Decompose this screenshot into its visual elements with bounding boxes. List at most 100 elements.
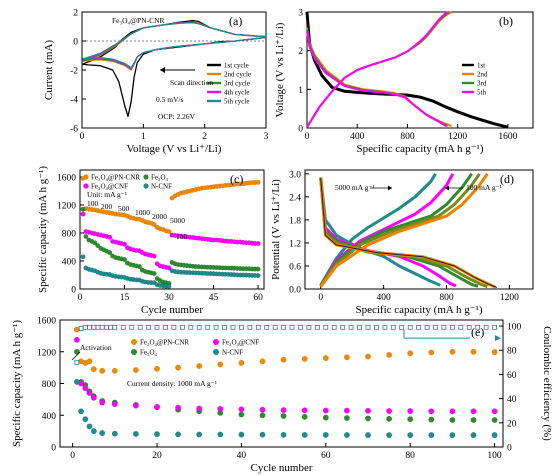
x-tick-label: 30	[164, 293, 174, 303]
y-tick-label: 0	[73, 38, 78, 48]
cycle-point	[322, 414, 329, 421]
cycle-point	[73, 378, 80, 385]
y-tick-label: 3	[298, 9, 303, 19]
cycle-point	[238, 359, 245, 366]
panel-label: (d)	[500, 172, 514, 186]
scan-arrow-head	[160, 67, 165, 73]
cycle-point	[175, 431, 182, 438]
y2-tick-label: 60	[507, 371, 517, 381]
efficiency-point	[112, 324, 118, 330]
cycle-point	[301, 413, 308, 420]
y-tick-label: 1	[298, 86, 303, 96]
rate-point	[95, 243, 101, 249]
efficiency-point	[171, 324, 177, 330]
legend-label: 3rd cycle	[224, 80, 250, 88]
rate-voltage-curve	[319, 172, 473, 287]
legend-label: 5th cycle	[224, 98, 249, 106]
cycle-point	[86, 390, 93, 396]
cycle-point	[280, 407, 287, 414]
cycle-point	[217, 405, 224, 412]
activation-label: Activation	[80, 343, 112, 352]
x-tick-label: 2	[202, 132, 207, 142]
efficiency-point	[163, 324, 168, 330]
x-tick-label: 40	[237, 451, 247, 461]
cycle-point	[175, 404, 182, 411]
cycle-point	[491, 349, 498, 356]
scan-direction-label: Scan direction	[170, 78, 213, 87]
efficiency-point	[222, 324, 227, 330]
cycle-point	[82, 385, 89, 392]
cycle-point	[196, 431, 203, 438]
y-axis-label: Current (mA)	[43, 40, 55, 101]
efficiency-point	[475, 324, 481, 330]
y-axis-label: Voltage (V vs Li⁺/Li)	[274, 22, 286, 117]
high-rate-label: 5000 mA g⁻¹	[335, 183, 375, 192]
x-tick-label: 1200	[448, 132, 467, 142]
legend-marker	[143, 183, 149, 189]
rate-point	[107, 250, 113, 256]
efficiency-point	[382, 324, 388, 330]
y-tick-label: 0	[51, 444, 56, 454]
efficiency-point	[373, 324, 379, 330]
legend-label: 5th	[477, 89, 486, 97]
cycle-point	[73, 326, 80, 333]
rate-point	[83, 234, 89, 239]
efficiency-point	[483, 324, 489, 330]
cycle-point	[470, 348, 477, 355]
x-tick-label: 0	[318, 293, 323, 303]
sample-label: Fe₃O₄@PN-CNR	[112, 16, 165, 25]
cycle-point	[407, 350, 414, 357]
cycle-point	[111, 401, 118, 408]
legend-marker	[83, 174, 89, 180]
efficiency-point	[120, 324, 126, 330]
efficiency-point	[416, 324, 422, 330]
panel-b: 0 400 800 1200 1600 0 1 2 3 Specific capacity (mA…	[274, 9, 534, 155]
cycle-point	[132, 430, 139, 437]
x-tick-label: 800	[439, 293, 454, 303]
x-axis-label: Specific capacity (mA h g⁻¹)	[356, 143, 483, 155]
efficiency-point	[399, 324, 405, 330]
efficiency-point	[154, 324, 160, 330]
x-tick-label: 20	[152, 451, 162, 461]
cycle-point	[99, 367, 106, 374]
plot-frame	[306, 11, 534, 129]
efficiency-point	[146, 324, 152, 330]
x-axis-label: Specific capacity (mA h g⁻¹)	[355, 304, 482, 316]
legend-label: Fe₃O₄@CNF	[222, 339, 259, 347]
rate-label: 2000	[152, 212, 167, 221]
x-tick-label: 45	[209, 293, 219, 303]
cycle-point	[470, 432, 477, 439]
efficiency-point	[289, 324, 295, 330]
rate-point	[255, 266, 261, 272]
x-tick-label: 1200	[500, 293, 519, 303]
cv-curve	[82, 22, 267, 69]
rate-arrow-head	[445, 185, 449, 191]
efficiency-point	[238, 324, 244, 330]
rate-label: 100	[87, 199, 99, 208]
cycle-point	[491, 408, 498, 415]
cycle-point	[238, 406, 245, 413]
y-tick-label: 400	[42, 412, 57, 422]
efficiency-point	[264, 324, 270, 330]
cycle-point	[365, 353, 371, 360]
activation-arrow	[71, 351, 81, 361]
rate-point	[80, 254, 86, 260]
rate-point	[151, 222, 157, 228]
cycle-point	[196, 405, 203, 412]
rate-voltage-curve	[319, 172, 489, 288]
efficiency-point	[91, 324, 97, 330]
y-tick-label: 1.8	[289, 216, 301, 226]
efficiency-point	[99, 324, 105, 330]
cycle-point	[428, 432, 435, 439]
y2-axis-label: Coulombic efficiency (%)	[541, 326, 553, 441]
plot-frame	[79, 169, 265, 290]
cycle-point	[99, 430, 106, 437]
rate-point	[122, 257, 127, 263]
efficiency-point	[272, 324, 278, 330]
efficiency-point	[213, 324, 219, 330]
cycle-point	[73, 348, 80, 355]
cycle-point	[82, 416, 89, 423]
cycle-point	[154, 365, 160, 372]
cycle-point	[449, 348, 456, 355]
efficiency-point	[230, 324, 236, 330]
